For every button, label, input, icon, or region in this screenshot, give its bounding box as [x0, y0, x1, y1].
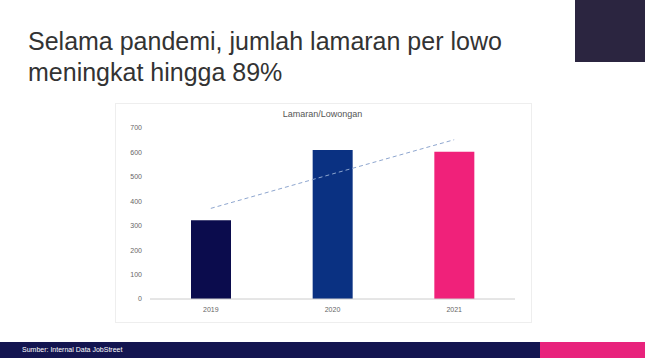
- svg-text:0: 0: [138, 295, 142, 302]
- svg-text:300: 300: [130, 222, 142, 229]
- svg-text:100: 100: [130, 271, 142, 278]
- svg-text:600: 600: [130, 149, 142, 156]
- html-text:Selama pandemi, jumlah lamaran: Selama pandemi, jumlah lamaran per lowo: [28, 27, 502, 55]
- svg-text:2019: 2019: [203, 306, 219, 313]
- svg-text:200: 200: [130, 247, 142, 254]
- html-text:meningkat hingga 89%: meningkat hingga 89%: [28, 58, 283, 86]
- html-text:Lamaran/Lowongan: Lamaran/Lowongan: [282, 109, 363, 119]
- svg-text:500: 500: [130, 173, 142, 180]
- svg-text:2021: 2021: [446, 306, 462, 313]
- svg-text:400: 400: [130, 198, 142, 205]
- svg-text:700: 700: [130, 124, 142, 131]
- html-text:Sumber: Internal Data JobStree: Sumber: Internal Data JobStreet: [22, 346, 123, 353]
- svg-text:2020: 2020: [325, 306, 341, 313]
